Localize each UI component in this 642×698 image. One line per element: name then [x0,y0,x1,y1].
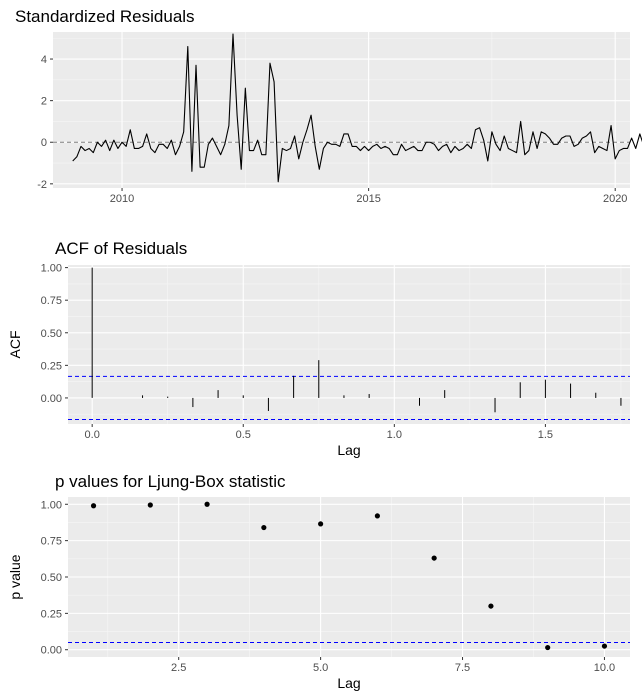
chart-panel-2: ACF of Residuals 0.0 0.5 1.0 1.5 0.00 0.25 0.50… [7,239,630,458]
y-axis-label: p value [7,554,23,599]
y-axis: -2 0 2 4 [37,54,630,191]
p-value-point [204,501,210,507]
y-axis: 0.00 0.25 0.50 0.75 1.00 [41,499,630,657]
chart-panel-3: p values for Ljung-Box statistic 2.5 5.0 7.… [7,472,630,691]
y-tick-label: 0.25 [41,608,62,620]
y-tick-label: 0 [41,137,47,149]
p-value-point [261,524,267,531]
x-tick-label: 7.5 [455,662,470,674]
p-value-point [374,513,380,519]
p-value-point [90,503,97,509]
p-value-point [318,521,324,527]
y-tick-label: 0.50 [41,572,62,584]
x-tick-label: 5.0 [313,662,328,674]
x-tick-label: 2.5 [171,662,186,674]
x-tick-label: 2015 [356,193,380,205]
chart-title: p values for Ljung-Box statistic [55,472,286,491]
p-value-point [488,603,494,609]
y-tick-label: 0.00 [41,645,62,657]
x-tick-label: 1.5 [538,429,553,441]
chart-panel-1: Standardized Residuals 2010 2015 2020 -2 0 2 4 [15,7,642,205]
x-tick-label: 1.0 [387,429,402,441]
p-value-point [147,502,153,508]
x-axis-label: Lag [337,442,360,458]
y-tick-label: 0.75 [41,295,62,307]
p-value-point [431,555,437,561]
x-tick-label: 0.5 [236,429,251,441]
y-axis: 0.00 0.25 0.50 0.75 1.00 [41,263,630,405]
x-tick-label: 10.0 [594,662,615,674]
p-value-point [601,643,608,649]
y-axis-label: ACF [7,331,23,359]
plot-background [53,32,630,188]
x-axis-label: Lag [337,675,360,691]
y-tick-label: 0.50 [41,328,62,340]
y-tick-label: 1.00 [41,499,62,511]
minor-gridlines [68,497,630,657]
y-tick-label: 0.75 [41,536,62,548]
x-tick-label: 2010 [110,193,134,205]
residual-series-line [72,33,642,183]
y-tick-label: -2 [37,179,47,191]
x-tick-label: 2020 [603,193,627,205]
y-tick-label: 1.00 [41,263,62,275]
y-tick-label: 0.25 [41,360,62,372]
p-value-point [545,644,551,651]
x-tick-label: 0.0 [85,429,100,441]
y-tick-label: 0.00 [41,393,62,405]
chart-title: Standardized Residuals [15,7,195,26]
y-tick-label: 4 [41,54,47,66]
y-tick-label: 2 [41,96,47,108]
minor-gridlines [53,32,630,188]
chart-title: ACF of Residuals [55,239,187,258]
x-axis: 2010 2015 2020 [110,32,627,205]
